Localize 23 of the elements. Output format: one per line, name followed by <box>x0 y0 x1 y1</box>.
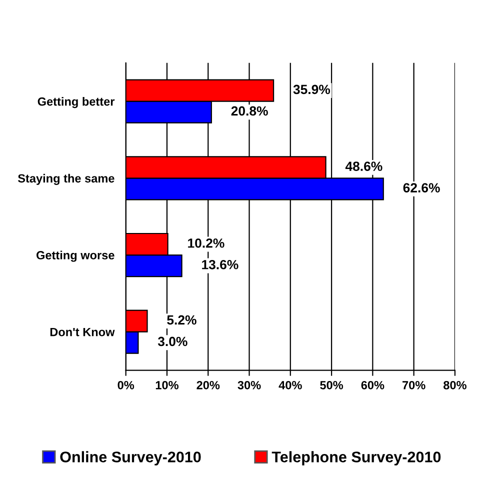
x-tick-label: 30% <box>238 380 261 390</box>
data-label: 13.6% <box>202 260 238 270</box>
data-label: 3.0% <box>158 336 188 346</box>
x-tick-label: 20% <box>196 380 220 390</box>
y-tick-label: Getting worse <box>36 250 114 262</box>
x-tick-label: 70% <box>402 380 426 390</box>
legend-label: Telephone Survey-2010 <box>272 451 441 466</box>
x-tick-label: 50% <box>320 380 344 390</box>
data-label: 20.8% <box>231 106 268 116</box>
data-label: 35.9% <box>293 84 330 94</box>
data-label: 48.6% <box>345 162 382 171</box>
legend-label: Online Survey-2010 <box>60 451 201 466</box>
x-tick-label: 60% <box>361 380 384 390</box>
data-label: 5.2% <box>167 315 196 325</box>
data-label: 62.6% <box>403 183 440 192</box>
y-tick-label: Don't Know <box>50 328 115 336</box>
x-tick-label: 10% <box>156 380 178 390</box>
data-label: 10.2% <box>188 238 224 248</box>
x-tick-label: 40% <box>278 380 302 390</box>
x-tick-label: 0% <box>118 380 134 390</box>
y-tick-label: Staying the same <box>18 174 114 185</box>
y-tick-label: Getting better <box>38 97 115 108</box>
x-tick-label: 80% <box>444 380 466 390</box>
